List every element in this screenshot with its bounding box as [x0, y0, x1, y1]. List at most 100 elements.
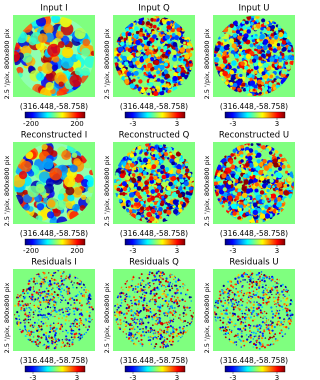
map-pixel — [134, 319, 135, 320]
map-pixel — [229, 82, 233, 86]
map-pixel — [46, 276, 47, 277]
map-pixel — [35, 343, 37, 345]
map-pixel — [147, 277, 149, 279]
map-pixel — [79, 325, 80, 326]
map-pixel — [226, 44, 229, 47]
map-pixel — [161, 54, 165, 58]
map-pixel — [253, 200, 256, 203]
map-pixel — [59, 285, 61, 287]
map-pixel — [167, 345, 169, 347]
map-pixel — [158, 317, 160, 319]
map-pixel — [176, 169, 181, 174]
map-pixel — [253, 316, 254, 317]
map-pixel — [36, 280, 37, 281]
map-pixel — [150, 299, 151, 300]
map-pixel — [149, 271, 150, 272]
map-pixel — [154, 313, 156, 315]
map-pixel — [54, 336, 56, 338]
map-pixel — [132, 320, 133, 321]
map-pixel — [71, 282, 72, 283]
map-pixel — [178, 74, 181, 77]
map-pixel — [142, 76, 147, 81]
map-pixel — [249, 295, 251, 297]
map-pixel — [157, 78, 161, 82]
map-pixel — [72, 287, 74, 289]
map-pixel — [60, 324, 62, 326]
map-pixel — [242, 301, 243, 302]
map-pixel — [262, 302, 264, 304]
map-pixel — [254, 188, 258, 192]
map-pixel — [151, 343, 152, 344]
map-pixel — [130, 153, 134, 157]
map-pixel — [190, 300, 192, 302]
map-pixel — [25, 312, 26, 313]
map-pixel — [179, 314, 181, 316]
colorbar-tick-label: -3 — [230, 120, 237, 128]
map-pixel — [136, 31, 139, 34]
map-pixel — [259, 331, 261, 333]
map-pixel — [265, 91, 268, 94]
colorbar-tick-label: -3 — [30, 374, 37, 380]
map-pixel — [134, 198, 139, 203]
map-pixel — [275, 340, 276, 341]
map-pixel — [243, 151, 246, 154]
map-pixel — [278, 294, 280, 296]
map-pixel — [134, 187, 137, 190]
map-pixel — [254, 48, 256, 50]
map-pixel — [247, 216, 252, 221]
map-pixel — [290, 320, 292, 322]
map-pixel — [265, 195, 268, 198]
map-pixel — [283, 303, 285, 305]
map-pixel — [228, 181, 232, 185]
map-pixel — [33, 326, 35, 328]
map-pixel — [84, 333, 86, 335]
map-pixel — [51, 299, 53, 301]
map-pixel — [169, 289, 171, 291]
map-pixel — [277, 339, 279, 341]
map-pixel — [163, 304, 164, 305]
map-pixel — [276, 309, 277, 310]
map-pixel — [168, 52, 171, 55]
map-pixel — [58, 309, 60, 311]
map-pixel — [287, 184, 290, 187]
map-pixel — [161, 323, 163, 325]
map-pixel — [49, 331, 51, 333]
map-pixel — [77, 327, 78, 328]
map-pixel — [69, 308, 71, 310]
map-pixel — [152, 289, 154, 291]
map-pixel — [133, 326, 134, 327]
map-pixel — [237, 88, 240, 91]
colorbar-tick-label: 3 — [175, 247, 179, 255]
map-pixel — [169, 335, 171, 337]
map-pixel — [39, 301, 41, 303]
map-pixel — [139, 329, 140, 330]
map-pixel — [144, 167, 146, 169]
colorbar-tick-label: -3 — [230, 247, 237, 255]
map-pixel — [135, 322, 137, 324]
map-pixel — [252, 59, 256, 63]
map-pixel — [173, 319, 174, 320]
map-pixel — [162, 43, 165, 46]
map-pixel — [73, 310, 75, 312]
map-pixel — [243, 327, 245, 329]
map-pixel — [67, 332, 69, 334]
map-pixel — [148, 72, 151, 75]
map-pixel — [23, 204, 30, 211]
map-pixel — [249, 283, 251, 285]
map-pixel — [166, 322, 168, 324]
map-pixel — [29, 315, 31, 317]
map-pixel — [283, 321, 285, 323]
map-pixel — [256, 342, 257, 343]
map-pixel — [182, 321, 184, 323]
map-pixel — [38, 33, 48, 43]
map-pixel — [114, 315, 115, 316]
map-pixel — [143, 309, 145, 311]
map-pixel — [55, 340, 57, 342]
map-pixel — [47, 290, 49, 292]
map-pixel — [59, 333, 60, 334]
map-pixel — [245, 21, 249, 25]
map-pixel — [24, 313, 26, 315]
map-pixel — [20, 294, 21, 295]
map-pixel — [73, 313, 75, 315]
map-pixel — [246, 318, 247, 319]
